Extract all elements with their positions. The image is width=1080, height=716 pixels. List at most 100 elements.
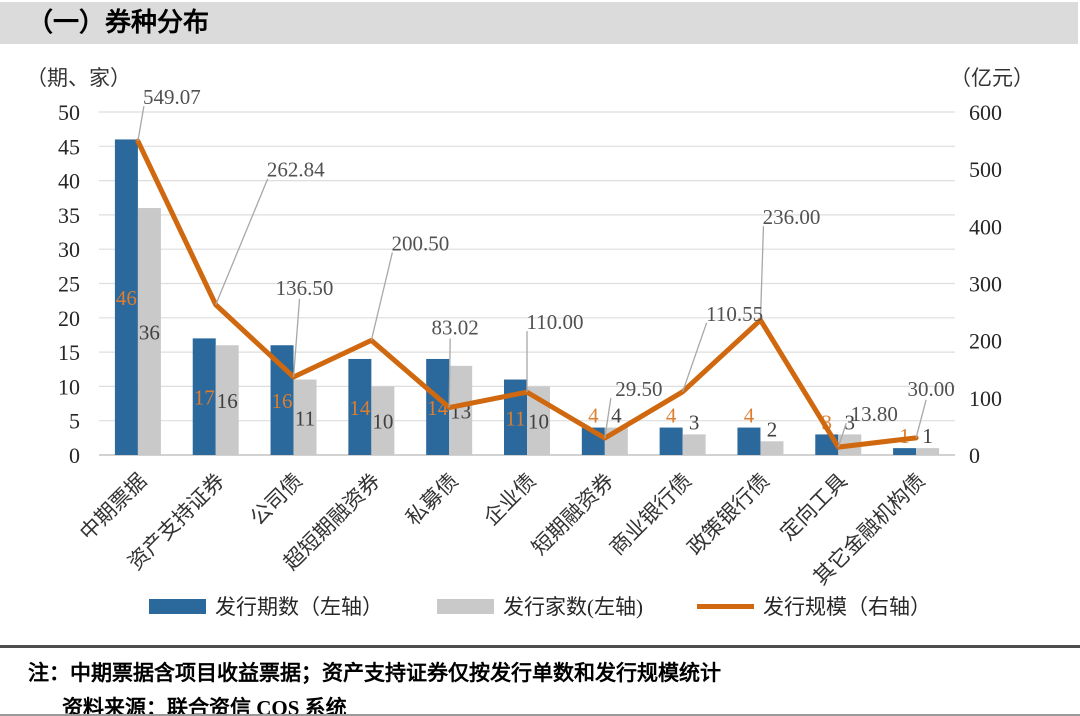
leader-line [370, 252, 393, 341]
footnote-section: 注：中期票据含项目收益票据；资产支持证券仅按发行单数和发行规模统计 资料来源：联… [0, 645, 1080, 716]
right-axis-tick: 300 [969, 272, 1002, 297]
right-axis-tick: 200 [969, 329, 1002, 354]
legend-label-issuer-count: 发行家数(左轴) [503, 595, 643, 619]
bar [348, 358, 372, 455]
bar [504, 379, 527, 455]
line-value-label: 262.84 [267, 158, 325, 182]
bar [114, 139, 138, 455]
bar [659, 427, 683, 455]
bar-value-label: 10 [372, 410, 393, 434]
bar-value-label: 10 [528, 410, 549, 434]
bar [215, 345, 239, 455]
bar-value-label: 11 [295, 406, 315, 430]
legend-item-issue-count: 发行期数（左轴） [149, 591, 383, 621]
source-line: 资料来源：联合资信 COS 系统 [62, 692, 1080, 716]
right-axis-tick: 100 [969, 386, 1002, 411]
bar-value-label: 16 [217, 389, 238, 413]
line-data-labels: 549.07 262.84 136.50 200.50 83.02 110.00 29.50… [143, 85, 955, 426]
bar-value-label: 3 [822, 410, 833, 434]
category-label: 政策银行债 [683, 469, 774, 560]
bar-value-label: 16 [272, 389, 293, 413]
legend-item-issue-scale: 发行规模（右轴） [697, 591, 931, 621]
line-value-label: 30.00 [907, 377, 954, 401]
bar [137, 208, 161, 455]
leader-line [604, 398, 612, 439]
bar [192, 338, 216, 455]
bar [682, 434, 706, 455]
bar-value-label: 14 [349, 396, 371, 420]
leader-line [215, 178, 269, 305]
left-axis-tick: 45 [58, 134, 80, 159]
bar [737, 427, 761, 455]
left-axis-ticks: 0 5 10 15 20 25 30 35 40 45 50 [58, 100, 80, 468]
right-axis-tick: 0 [969, 443, 980, 468]
right-axis-tick: 400 [969, 214, 1002, 239]
left-axis-tick: 25 [58, 272, 80, 297]
leader-line [915, 399, 927, 439]
bar-value-label: 4 [744, 404, 755, 428]
source-text: 联合资信 COS 系统 [167, 696, 347, 716]
leader-line [837, 422, 847, 448]
bar-value-label: 3 [689, 410, 700, 434]
category-label: 私募债 [401, 469, 463, 531]
footnote-text: 中期票据含项目收益票据；资产支持证券仅按发行单数和发行规模统计 [70, 661, 721, 685]
line-value-label: 136.50 [276, 276, 334, 300]
category-label: 商业银行债 [605, 469, 696, 560]
left-axis-tick: 15 [58, 340, 80, 365]
line-value-label: 29.50 [615, 377, 662, 401]
bar-value-label: 4 [611, 404, 622, 428]
footnote-line: 注：中期票据含项目收益票据；资产支持证券仅按发行单数和发行规模统计 [28, 657, 1080, 687]
bar-value-label: 46 [116, 286, 137, 310]
left-axis-tick: 0 [69, 443, 80, 468]
line-value-label: 200.50 [391, 231, 449, 255]
legend-label-issue-scale: 发行规模（右轴） [763, 595, 931, 619]
line-value-label: 110.00 [527, 310, 584, 334]
line-value-label: 83.02 [432, 316, 479, 340]
line-value-label: 110.55 [706, 302, 763, 326]
section-title-bar: （一）券种分布 [0, 2, 1078, 44]
bar-value-label: 36 [139, 321, 160, 345]
bar-value-label: 3 [845, 410, 856, 434]
bar-value-label: 4 [666, 404, 677, 428]
legend-label-issue-count: 发行期数（左轴） [215, 595, 383, 619]
left-axis-tick: 30 [58, 237, 80, 262]
bar [371, 386, 395, 455]
bar-value-label: 4 [588, 404, 599, 428]
combo-chart: 0510152025303540455001002003004005006004… [58, 85, 1002, 590]
blue-bar-swatch [149, 598, 206, 614]
bar-value-label: 1 [922, 424, 933, 448]
bar [760, 441, 784, 455]
leader-line [759, 226, 765, 321]
left-axis-unit: （期、家） [26, 66, 131, 90]
right-axis-tick: 500 [969, 157, 1002, 182]
left-axis-tick: 40 [58, 169, 80, 194]
category-label: 中期票据 [75, 469, 151, 545]
left-axis-tick: 20 [58, 306, 80, 331]
category-label: 企业债 [479, 469, 541, 531]
line-value-label: 236.00 [763, 205, 821, 229]
bar-value-label: 1 [899, 424, 910, 448]
footnote-prefix: 注： [28, 661, 70, 685]
source-label: 资料来源： [62, 696, 167, 716]
orange-line-swatch [697, 603, 754, 609]
left-axis-tick: 50 [58, 100, 80, 125]
left-axis-tick: 35 [58, 203, 80, 228]
bar [426, 358, 450, 455]
leader-line [137, 106, 145, 142]
bar [449, 365, 473, 455]
left-axis-tick: 5 [69, 409, 80, 434]
category-label: 定向工具 [775, 469, 851, 545]
line-value-label: 13.80 [851, 402, 898, 426]
right-axis-unit: （亿元） [950, 66, 1034, 90]
bar [893, 448, 917, 455]
section-title: （一）券种分布 [27, 8, 210, 37]
left-axis-tick: 10 [58, 374, 80, 399]
leader-line [682, 322, 708, 393]
right-axis-tick: 600 [969, 100, 1002, 125]
chart-legend: 发行期数（左轴） 发行家数(左轴) 发行规模（右轴） [0, 591, 1080, 621]
bar-value-label: 17 [194, 386, 215, 410]
category-label: 公司债 [246, 469, 308, 531]
